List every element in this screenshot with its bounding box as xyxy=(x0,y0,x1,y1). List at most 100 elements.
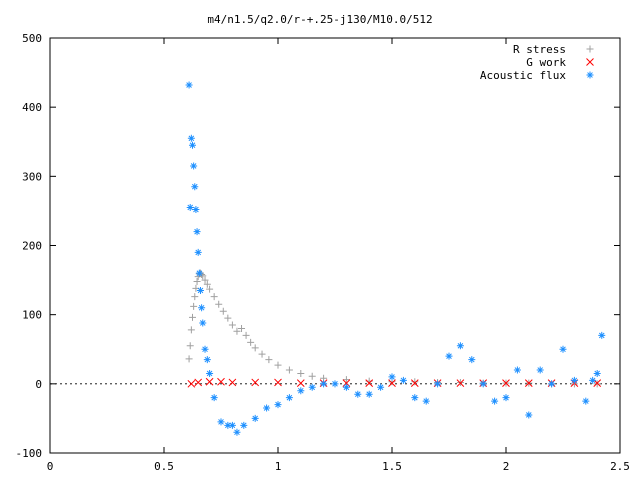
y-tick-label: 0 xyxy=(35,378,42,391)
data-point xyxy=(399,376,407,384)
data-point xyxy=(187,134,195,142)
series-acoustic-flux xyxy=(185,81,606,436)
data-point xyxy=(308,372,316,380)
y-tick-label: 400 xyxy=(22,101,42,114)
data-point xyxy=(586,58,594,66)
data-point xyxy=(195,269,203,277)
data-point xyxy=(365,379,374,387)
data-point xyxy=(203,280,211,288)
data-point xyxy=(201,276,209,284)
data-point xyxy=(342,383,350,391)
data-point xyxy=(215,300,223,308)
data-point xyxy=(186,342,194,350)
data-point xyxy=(187,326,195,334)
data-point xyxy=(238,325,246,332)
data-point xyxy=(265,356,273,364)
axes: -100 0 100 200 300 400 500 0 0.5 1 1.5 2 2.5 xyxy=(16,32,630,473)
data-point xyxy=(589,376,597,384)
data-point xyxy=(354,390,362,398)
data-point xyxy=(193,277,201,285)
y-tick-label: 300 xyxy=(22,170,42,183)
x-tick-label: 0.5 xyxy=(154,460,174,473)
data-point xyxy=(513,366,521,374)
x-tick-label: 2.5 xyxy=(610,460,630,473)
data-point xyxy=(331,380,339,388)
data-point xyxy=(274,401,282,409)
data-point xyxy=(525,411,533,419)
data-point xyxy=(251,378,260,387)
data-point xyxy=(434,380,442,388)
x-tick-label: 2 xyxy=(503,460,510,473)
data-point xyxy=(210,293,218,301)
data-point xyxy=(194,378,203,387)
y-tick-label: 500 xyxy=(22,32,42,45)
data-point xyxy=(593,369,601,377)
data-point xyxy=(285,394,293,402)
data-point xyxy=(198,304,206,312)
data-point xyxy=(185,355,193,363)
data-point xyxy=(285,366,293,374)
legend-label: R stress xyxy=(513,43,566,56)
data-point xyxy=(251,414,259,422)
data-point xyxy=(388,379,396,387)
data-point xyxy=(502,379,510,387)
data-point xyxy=(570,376,578,384)
data-point xyxy=(388,373,396,381)
data-point xyxy=(228,321,236,329)
data-point xyxy=(308,383,316,391)
data-point xyxy=(210,394,218,402)
x-tick-label: 0 xyxy=(47,460,54,473)
data-point xyxy=(247,338,255,346)
data-point xyxy=(342,376,350,384)
data-point xyxy=(185,81,193,89)
data-point xyxy=(536,366,544,374)
data-point xyxy=(224,421,232,429)
data-point xyxy=(491,397,499,405)
data-point xyxy=(548,380,556,388)
data-point xyxy=(217,418,225,426)
data-point xyxy=(191,183,199,191)
data-point xyxy=(586,71,594,79)
data-point xyxy=(365,390,373,398)
data-point xyxy=(189,141,196,149)
data-point xyxy=(274,378,282,387)
data-point xyxy=(224,314,232,322)
data-point xyxy=(582,397,590,405)
series-g-work xyxy=(187,377,602,388)
data-point xyxy=(296,379,305,387)
data-point xyxy=(297,369,305,377)
legend-label: G work xyxy=(526,56,566,69)
data-point xyxy=(456,379,465,387)
data-point xyxy=(456,342,464,350)
data-point xyxy=(217,377,225,386)
data-point xyxy=(228,378,237,387)
data-point xyxy=(598,331,606,339)
data-point xyxy=(320,380,328,388)
data-point xyxy=(189,313,196,321)
data-marks xyxy=(185,81,606,436)
chart-title: m4/n1.5/q2.0/r-+.25-j130/M10.0/512 xyxy=(207,13,432,26)
data-point xyxy=(410,379,419,387)
data-point xyxy=(377,383,385,391)
data-point xyxy=(196,286,204,294)
data-point xyxy=(240,421,248,429)
data-point xyxy=(411,378,419,386)
data-point xyxy=(479,380,487,388)
data-point xyxy=(194,248,202,256)
data-point xyxy=(297,387,305,395)
data-point xyxy=(251,344,259,352)
data-point xyxy=(502,394,510,402)
x-tick-label: 1 xyxy=(275,460,282,473)
data-point xyxy=(228,421,236,429)
data-point xyxy=(263,404,271,412)
data-point xyxy=(190,162,198,170)
data-point xyxy=(242,331,250,339)
data-point xyxy=(524,379,533,387)
data-point xyxy=(445,352,453,360)
data-point xyxy=(233,327,241,335)
plot-frame xyxy=(49,37,621,454)
data-point xyxy=(559,345,567,353)
data-point xyxy=(422,397,430,405)
